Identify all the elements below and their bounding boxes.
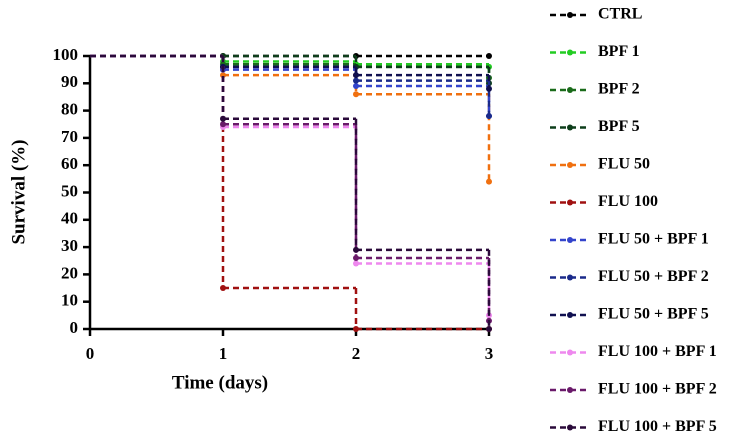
point-marker [220, 285, 226, 292]
legend-label: FLU 100 [598, 193, 658, 210]
legend-label: FLU 100 + BPF 1 [598, 343, 717, 360]
point-marker [486, 326, 492, 332]
legend-label: FLU 100 + BPF 2 [598, 381, 717, 398]
y-tick-label: 50 [61, 181, 78, 200]
legend-marker [567, 12, 573, 18]
y-tick-label: 90 [61, 72, 78, 91]
x-axis-label: Time (days) [172, 372, 268, 393]
legend-marker [567, 312, 573, 318]
legend-label: BPF 5 [598, 118, 640, 135]
legend-label: FLU 50 + BPF 5 [598, 306, 709, 323]
point-marker [353, 260, 359, 267]
point-marker [353, 246, 359, 253]
legend-marker [567, 349, 573, 356]
y-tick-label: 80 [61, 100, 78, 119]
y-tick-label: 20 [61, 263, 78, 282]
legend-label: CTRL [598, 6, 642, 23]
legend-marker [567, 424, 573, 431]
y-tick-label: 30 [61, 236, 78, 255]
legend-marker [567, 87, 573, 93]
point-marker [486, 53, 492, 59]
legend-label: FLU 50 + BPF 2 [598, 268, 709, 285]
legend-marker [567, 199, 573, 206]
x-tick-label: 2 [352, 344, 361, 363]
point-marker [353, 77, 359, 84]
legend-label: FLU 100 + BPF 5 [598, 418, 717, 435]
x-tick-label: 3 [485, 344, 494, 363]
point-marker [353, 255, 359, 262]
y-tick-label: 10 [61, 291, 78, 310]
point-marker [486, 178, 492, 185]
y-tick-label: 70 [61, 127, 78, 146]
legend-label: BPF 2 [598, 81, 640, 98]
x-tick-label: 1 [219, 344, 228, 363]
point-marker [486, 113, 492, 120]
point-marker [220, 115, 226, 122]
point-marker [353, 326, 359, 332]
y-tick-label: 60 [61, 154, 78, 173]
legend-marker [567, 387, 573, 393]
y-tick-label: 40 [61, 209, 78, 228]
y-axis-label: Survival (%) [8, 139, 29, 244]
point-marker [353, 91, 359, 98]
y-tick-label: 100 [53, 45, 79, 64]
y-tick-label: 0 [70, 318, 79, 337]
point-marker [353, 83, 359, 90]
legend-marker [567, 237, 573, 243]
legend-label: BPF 1 [598, 43, 640, 60]
x-tick-label: 0 [86, 344, 95, 363]
point-marker [220, 72, 226, 79]
legend-marker [567, 49, 573, 56]
legend-marker [567, 124, 573, 131]
legend-label: FLU 50 [598, 156, 650, 173]
point-marker [353, 72, 359, 79]
legend-marker [567, 274, 573, 281]
legend-marker [567, 162, 573, 168]
point-marker [486, 85, 492, 92]
legend-label: FLU 50 + BPF 1 [598, 231, 709, 248]
point-marker [220, 121, 226, 128]
